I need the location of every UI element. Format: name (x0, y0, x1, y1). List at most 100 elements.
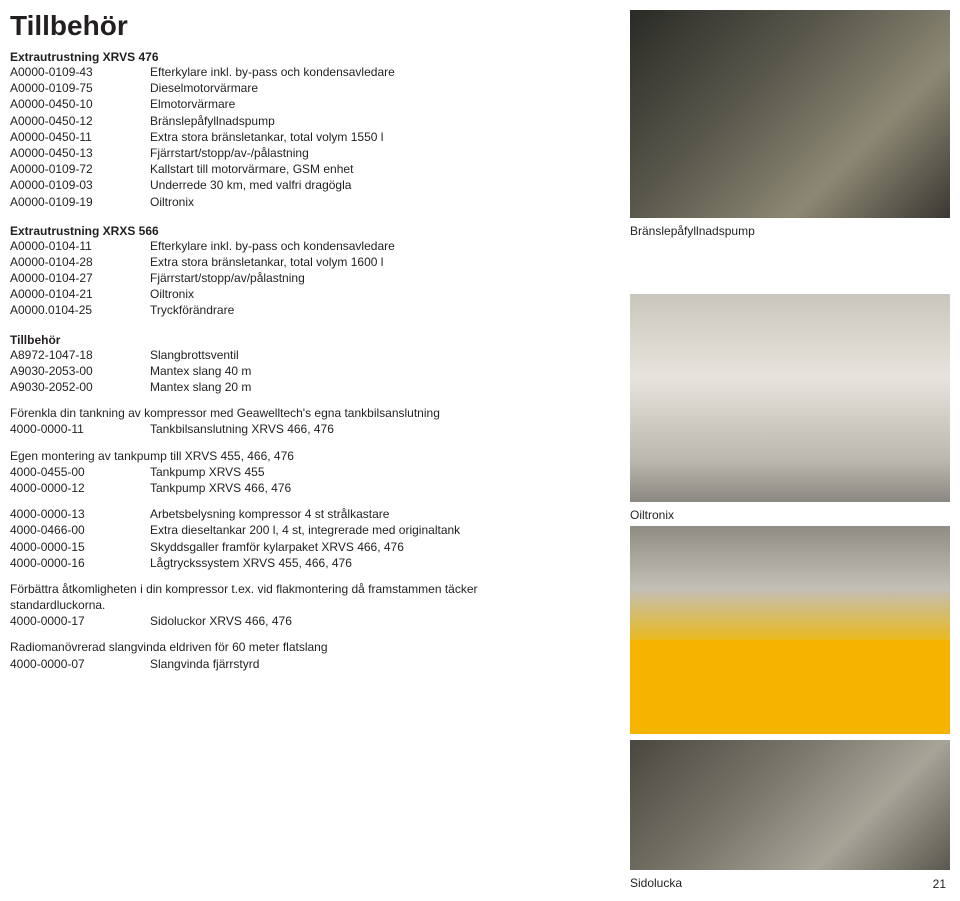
right-column: Bränslepåfyllnadspump Oiltronix Sidoluck… (630, 10, 950, 894)
desc: Sidoluckor XRVS 466, 476 (150, 613, 620, 629)
para3-line: Förbättra åtkomligheten i din kompressor… (10, 581, 510, 613)
table-row: 4000-0000-13Arbetsbelysning kompressor 4… (10, 506, 620, 522)
desc: Skyddsgaller framför kylarpaket XRVS 466… (150, 539, 620, 555)
table-row: 4000-0000-15Skyddsgaller framför kylarpa… (10, 539, 620, 555)
code: 4000-0455-00 (10, 464, 150, 480)
table-row: A0000-0450-10Elmotorvärmare (10, 96, 620, 112)
code: 4000-0000-11 (10, 421, 150, 437)
table-row: A0000-0109-75Dieselmotorvärmare (10, 80, 620, 96)
code: A8972-1047-18 (10, 347, 150, 363)
desc: Bränslepåfyllnadspump (150, 113, 620, 129)
para4-line: Radiomanövrerad slangvinda eldriven för … (10, 639, 620, 655)
desc: Kallstart till motorvärmare, GSM enhet (150, 161, 620, 177)
code: A0000-0104-27 (10, 270, 150, 286)
image-oiltronix (630, 294, 950, 502)
table-row: 4000-0000-17Sidoluckor XRVS 466, 476 (10, 613, 620, 629)
section3-title: Tillbehör (10, 333, 620, 347)
code: A0000-0109-72 (10, 161, 150, 177)
para4: Radiomanövrerad slangvinda eldriven för … (10, 639, 620, 671)
page-number: 21 (933, 877, 946, 891)
desc: Lågtryckssystem XRVS 455, 466, 476 (150, 555, 620, 571)
code: A0000-0450-10 (10, 96, 150, 112)
caption-pump: Bränslepåfyllnadspump (630, 224, 950, 238)
desc: Efterkylare inkl. by-pass och kondensavl… (150, 64, 620, 80)
table-row: A9030-2053-00Mantex slang 40 m (10, 363, 620, 379)
code: A0000.0104-25 (10, 302, 150, 318)
code: A0000-0109-19 (10, 194, 150, 210)
section2-title: Extrautrustning XRXS 566 (10, 224, 620, 238)
code: A0000-0450-11 (10, 129, 150, 145)
desc: Mantex slang 40 m (150, 363, 620, 379)
table-row: 4000-0000-07Slangvinda fjärrstyrd (10, 656, 620, 672)
code: 4000-0000-13 (10, 506, 150, 522)
code: A0000-0450-12 (10, 113, 150, 129)
code: 4000-0000-17 (10, 613, 150, 629)
desc: Underrede 30 km, med valfri dragögla (150, 177, 620, 193)
code: A0000-0104-28 (10, 254, 150, 270)
caption-oiltronix: Oiltronix (630, 508, 950, 522)
code: A0000-0104-11 (10, 238, 150, 254)
code: 4000-0000-07 (10, 656, 150, 672)
desc: Dieselmotorvärmare (150, 80, 620, 96)
code: 4000-0000-12 (10, 480, 150, 496)
image-sidolucka (630, 740, 950, 870)
desc: Tankpump XRVS 455 (150, 464, 620, 480)
para2-line: Egen montering av tankpump till XRVS 455… (10, 448, 620, 464)
image-pump (630, 10, 950, 218)
table-row: 4000-0455-00Tankpump XRVS 455 (10, 464, 620, 480)
code: 4000-0000-15 (10, 539, 150, 555)
desc: Extra stora bränsletankar, total volym 1… (150, 129, 620, 145)
code: A0000-0109-75 (10, 80, 150, 96)
code: A0000-0109-43 (10, 64, 150, 80)
left-column: Tillbehör Extrautrustning XRVS 476 A0000… (10, 10, 620, 672)
table-row: A0000-0104-11Efterkylare inkl. by-pass o… (10, 238, 620, 254)
code: A0000-0450-13 (10, 145, 150, 161)
desc: Oiltronix (150, 286, 620, 302)
table-row: A0000-0109-03Underrede 30 km, med valfri… (10, 177, 620, 193)
caption-sidolucka: Sidolucka (630, 876, 950, 890)
section4: 4000-0000-13Arbetsbelysning kompressor 4… (10, 506, 620, 571)
table-row: 4000-0000-16Lågtryckssystem XRVS 455, 46… (10, 555, 620, 571)
desc: Tryckförändrare (150, 302, 620, 318)
code: A9030-2052-00 (10, 379, 150, 395)
table-row: 4000-0466-00Extra dieseltankar 200 l, 4 … (10, 522, 620, 538)
desc: Efterkylare inkl. by-pass och kondensavl… (150, 238, 620, 254)
table-row: A0000-0450-12Bränslepåfyllnadspump (10, 113, 620, 129)
table-row: 4000-0000-11Tankbilsanslutning XRVS 466,… (10, 421, 620, 437)
desc: Tankpump XRVS 466, 476 (150, 480, 620, 496)
section1-title: Extrautrustning XRVS 476 (10, 50, 620, 64)
table-row: A0000-0104-28Extra stora bränsletankar, … (10, 254, 620, 270)
desc: Slangbrottsventil (150, 347, 620, 363)
para2: Egen montering av tankpump till XRVS 455… (10, 448, 620, 497)
desc: Fjärrstart/stopp/av/pålastning (150, 270, 620, 286)
page-title: Tillbehör (10, 10, 620, 42)
table-row: A0000-0109-72Kallstart till motorvärmare… (10, 161, 620, 177)
image-compressor (630, 526, 950, 734)
para3: Förbättra åtkomligheten i din kompressor… (10, 581, 620, 630)
table-row: A9030-2052-00Mantex slang 20 m (10, 379, 620, 395)
table-row: A0000-0450-13Fjärrstart/stopp/av-/pålast… (10, 145, 620, 161)
desc: Extra stora bränsletankar, total volym 1… (150, 254, 620, 270)
desc: Tankbilsanslutning XRVS 466, 476 (150, 421, 620, 437)
code: A0000-0104-21 (10, 286, 150, 302)
desc: Elmotorvärmare (150, 96, 620, 112)
code: 4000-0000-16 (10, 555, 150, 571)
table-row: A0000-0104-21Oiltronix (10, 286, 620, 302)
table-row: 4000-0000-12Tankpump XRVS 466, 476 (10, 480, 620, 496)
table-row: A0000-0109-19Oiltronix (10, 194, 620, 210)
desc: Mantex slang 20 m (150, 379, 620, 395)
table-row: A8972-1047-18Slangbrottsventil (10, 347, 620, 363)
code: A0000-0109-03 (10, 177, 150, 193)
code: 4000-0466-00 (10, 522, 150, 538)
table-row: A0000.0104-25Tryckförändrare (10, 302, 620, 318)
code: A9030-2053-00 (10, 363, 150, 379)
desc: Extra dieseltankar 200 l, 4 st, integrer… (150, 522, 620, 538)
para1: Förenkla din tankning av kompressor med … (10, 405, 620, 437)
desc: Fjärrstart/stopp/av-/pålastning (150, 145, 620, 161)
table-row: A0000-0450-11Extra stora bränsletankar, … (10, 129, 620, 145)
table-row: A0000-0104-27Fjärrstart/stopp/av/pålastn… (10, 270, 620, 286)
desc: Slangvinda fjärrstyrd (150, 656, 620, 672)
desc: Arbetsbelysning kompressor 4 st strålkas… (150, 506, 620, 522)
para1-line: Förenkla din tankning av kompressor med … (10, 405, 620, 421)
desc: Oiltronix (150, 194, 620, 210)
